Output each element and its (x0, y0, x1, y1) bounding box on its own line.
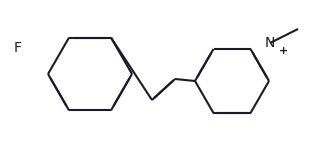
Text: +: + (279, 46, 289, 56)
Text: F: F (14, 41, 22, 55)
Text: N: N (265, 36, 275, 50)
